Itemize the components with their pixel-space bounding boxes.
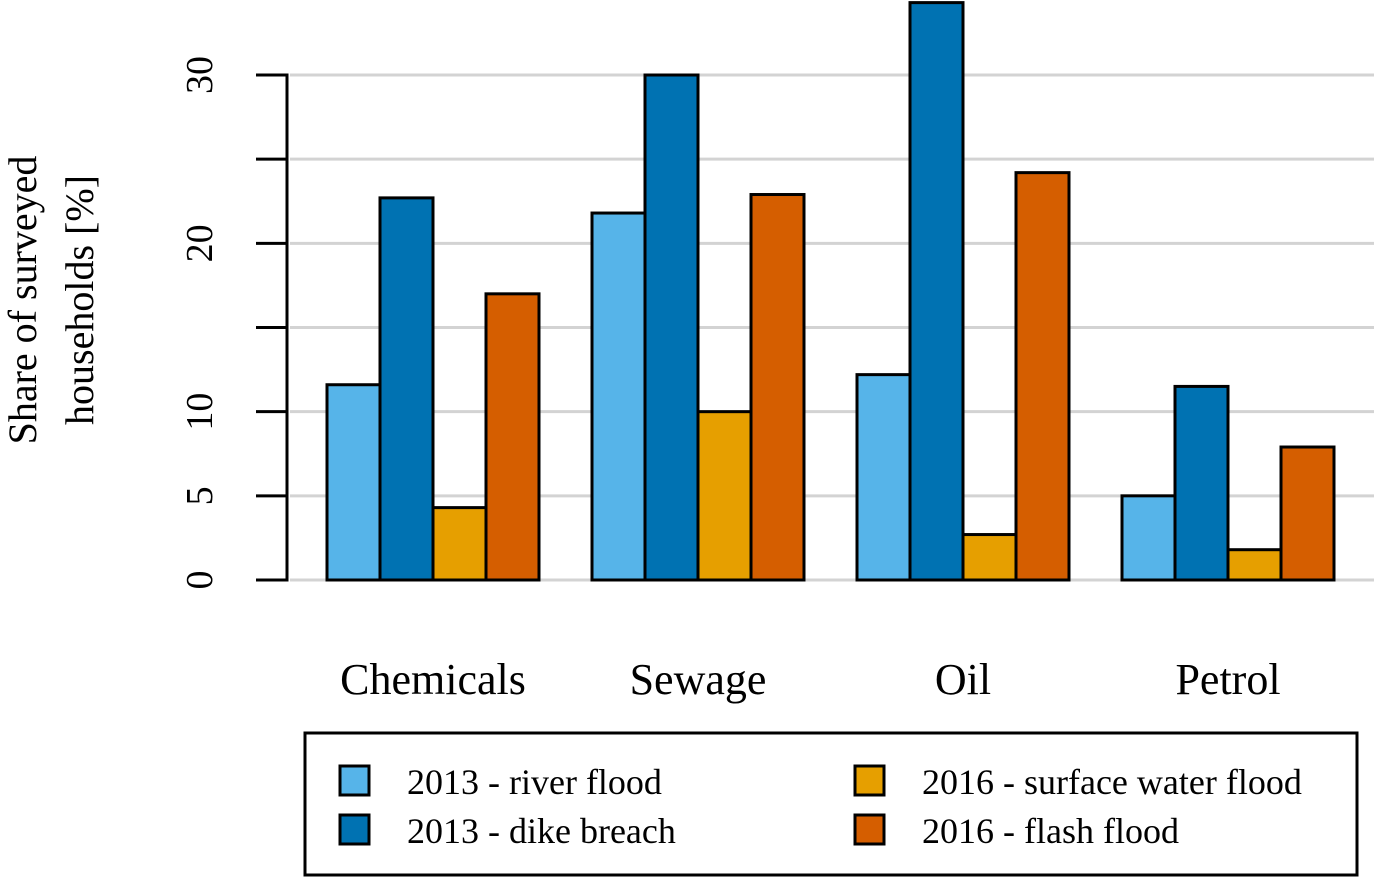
x-tick-label: Chemicals — [340, 655, 526, 704]
x-tick-label: Oil — [935, 655, 991, 704]
bars — [325, 1, 1336, 582]
bar — [1173, 384, 1230, 582]
y-tick-label: 30 — [179, 56, 221, 94]
bar — [378, 196, 435, 582]
gridlines — [290, 73, 1374, 582]
bar — [1120, 494, 1177, 582]
bar — [908, 1, 965, 582]
bar — [749, 193, 806, 582]
bar — [325, 383, 382, 582]
y-tick-label: 5 — [179, 486, 221, 505]
bar — [484, 292, 541, 582]
bar — [961, 533, 1018, 582]
y-axis: 0 5 10 20 30 — [179, 56, 289, 590]
y-tick-label: 0 — [179, 571, 221, 590]
legend-label: 2013 - dike breach — [407, 811, 676, 851]
bar — [855, 373, 912, 582]
legend-swatch — [853, 764, 886, 797]
legend-swatch — [338, 813, 371, 846]
legend-label: 2016 - surface water flood — [922, 762, 1302, 802]
bar — [590, 211, 647, 582]
legend-label: 2013 - river flood — [407, 762, 662, 802]
x-axis-labels: Chemicals Sewage Oil Petrol — [340, 655, 1280, 704]
legend-box — [303, 731, 1359, 877]
bar — [431, 506, 488, 582]
legend-swatch — [338, 764, 371, 797]
x-tick-label: Petrol — [1175, 655, 1280, 704]
y-tick-label: 20 — [179, 224, 221, 262]
bar — [696, 410, 753, 582]
legend-swatch — [853, 813, 886, 846]
x-tick-label: Sewage — [630, 655, 767, 704]
bar — [1279, 445, 1336, 582]
bar — [643, 73, 700, 582]
legend: 2013 - river flood 2016 - surface water f… — [303, 731, 1359, 877]
y-axis-title-line: households [%] — [57, 175, 102, 425]
legend-label: 2016 - flash flood — [922, 811, 1179, 851]
bar — [1226, 548, 1283, 582]
y-axis-title: Share of surveyed households [%] — [0, 156, 102, 445]
bar — [1014, 171, 1071, 582]
y-tick-label: 10 — [179, 393, 221, 431]
y-axis-title-line: Share of surveyed — [0, 156, 45, 445]
